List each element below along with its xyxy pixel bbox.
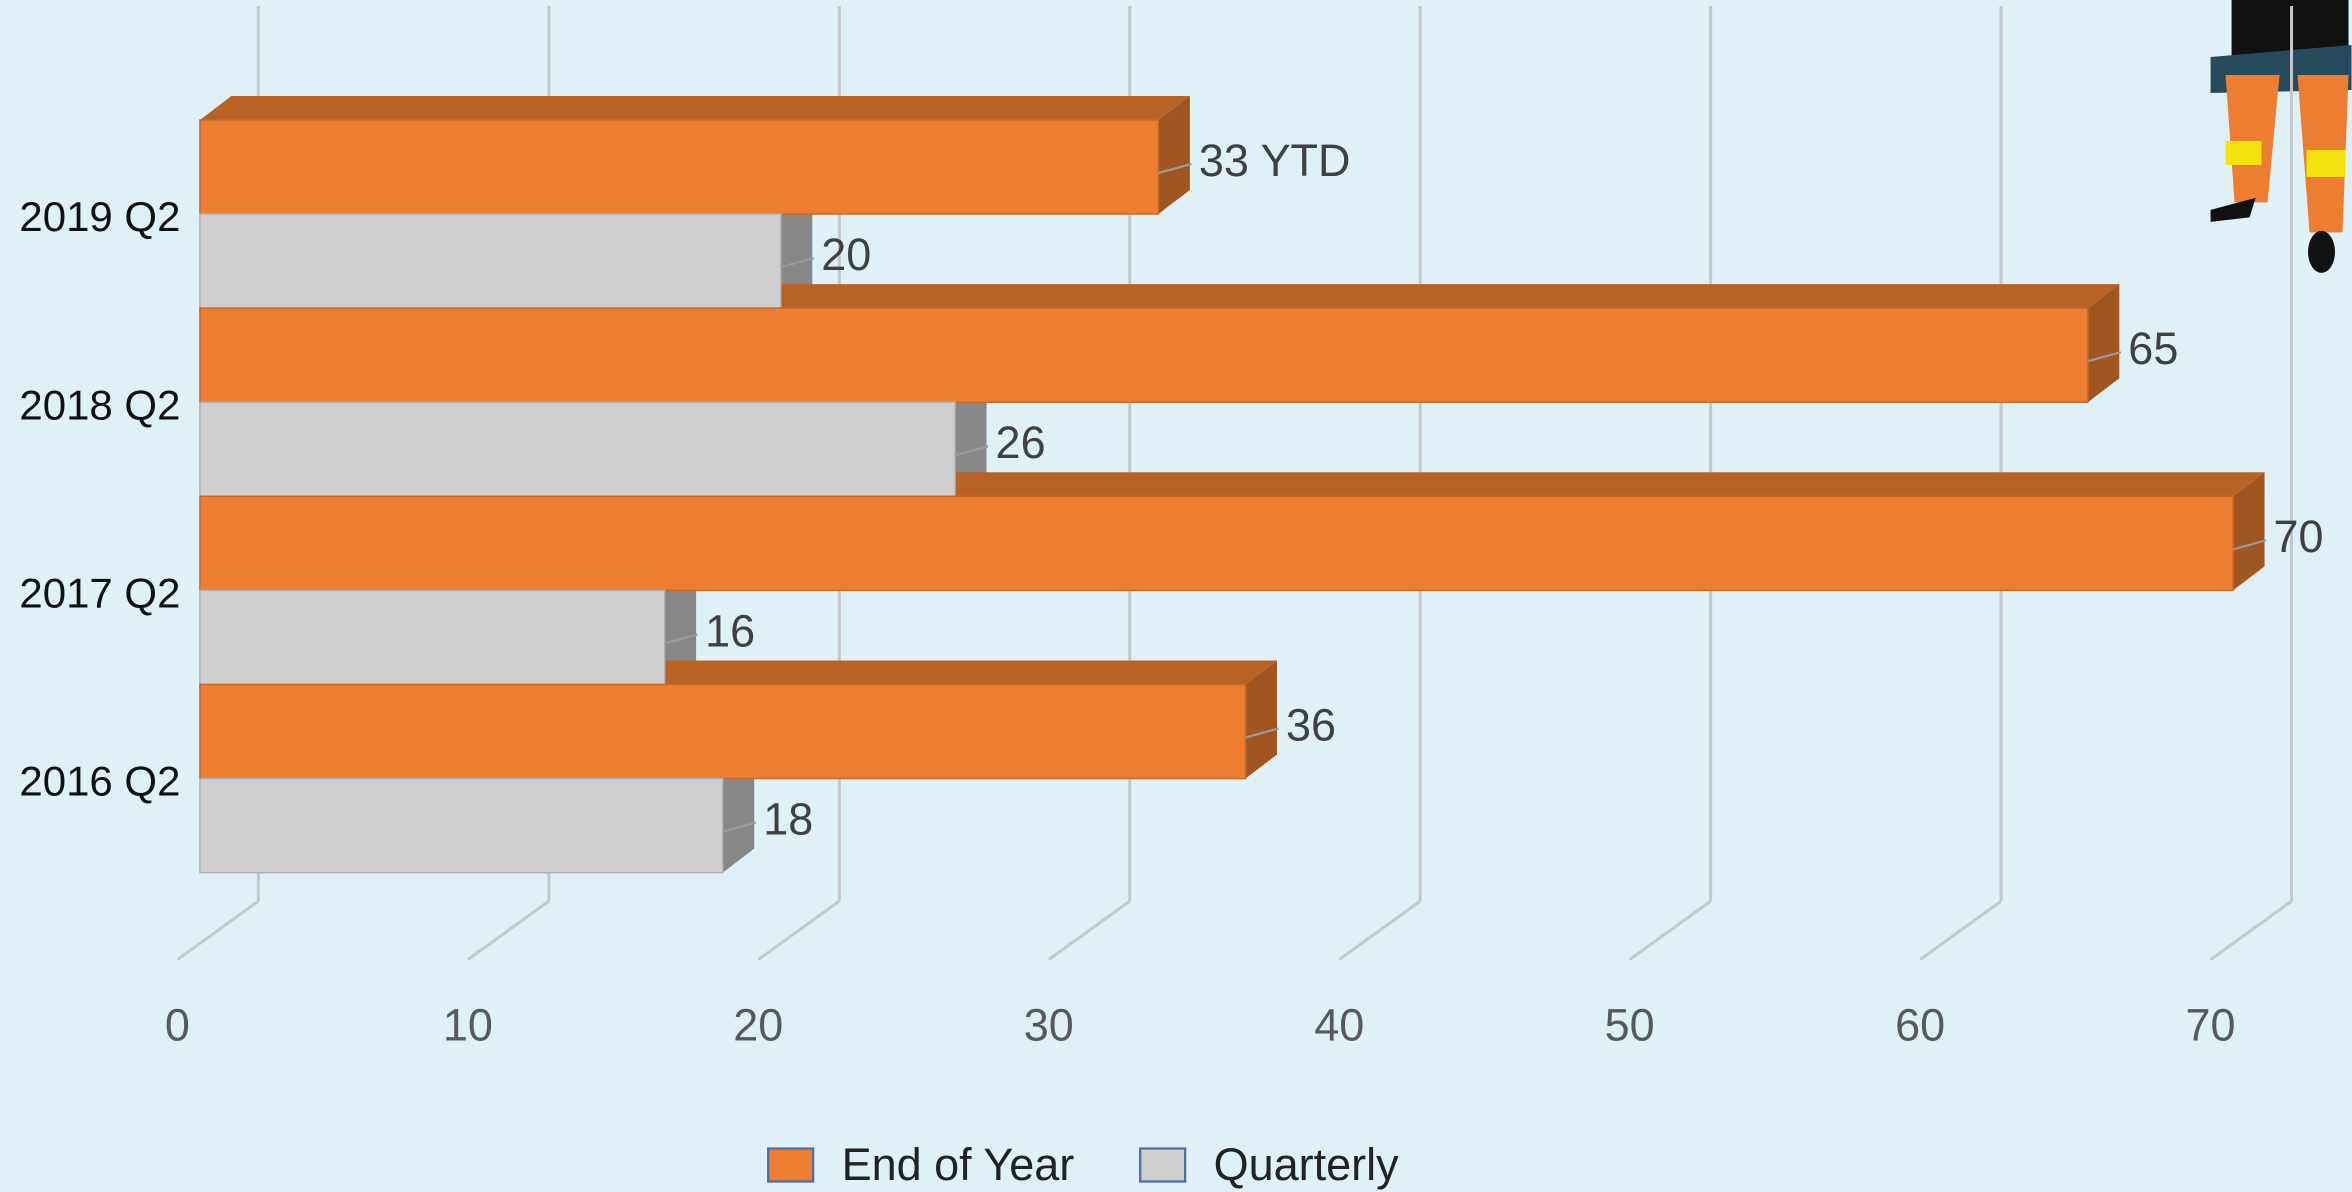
y-tick-label: 2018 Q2 xyxy=(19,381,180,428)
bar xyxy=(199,307,2089,403)
bar-top-face xyxy=(199,95,1190,120)
x-tick-label: 20 xyxy=(733,999,783,1050)
legend-label: End of Year xyxy=(842,1139,1075,1190)
x-tick-label: 0 xyxy=(165,999,190,1050)
floor-line xyxy=(1338,899,1422,961)
bar-side-face xyxy=(2087,284,2120,403)
bar-side-face xyxy=(664,566,697,685)
bar xyxy=(199,495,2234,592)
leader-line xyxy=(2087,351,2122,363)
bar-side-face xyxy=(955,378,987,497)
data-label: 18 xyxy=(763,793,813,844)
legend-label: Quarterly xyxy=(1214,1139,1399,1190)
floor-line xyxy=(2209,899,2293,961)
y-tick-label: 2019 Q2 xyxy=(19,193,180,240)
bar xyxy=(199,683,1247,780)
decoration-figure xyxy=(2210,0,2352,273)
leader-line xyxy=(722,821,757,833)
data-label: 20 xyxy=(821,229,871,280)
floor-line xyxy=(757,899,841,961)
bar-side-face xyxy=(2233,472,2265,591)
x-tick-label: 40 xyxy=(1314,999,1364,1050)
floor-line xyxy=(466,899,550,961)
floor-line xyxy=(1919,899,2002,961)
y-tick-label: 2016 Q2 xyxy=(19,758,180,805)
leader-line xyxy=(664,633,698,645)
x-tick-label: 60 xyxy=(1895,999,1945,1050)
legend-swatch xyxy=(1139,1147,1187,1183)
bar xyxy=(199,119,1160,215)
bar-side-face xyxy=(1245,660,1278,779)
data-label: 65 xyxy=(2128,323,2178,374)
bar-side-face xyxy=(780,190,813,309)
bar xyxy=(199,213,782,309)
floor-line xyxy=(1628,899,1712,961)
x-tick-label: 30 xyxy=(1024,999,1074,1050)
bar-side-face xyxy=(1158,95,1190,215)
leader-line xyxy=(954,445,989,457)
bar xyxy=(199,401,956,498)
floor-line xyxy=(176,899,260,961)
x-tick-label: 50 xyxy=(1605,999,1655,1050)
data-label: 36 xyxy=(1286,699,1336,750)
leader-line xyxy=(1245,727,1279,739)
x-tick-label: 10 xyxy=(443,999,493,1050)
legend-swatch xyxy=(767,1147,815,1183)
x-tick-label: 70 xyxy=(2186,999,2236,1050)
data-label: 70 xyxy=(2274,511,2324,562)
bar xyxy=(199,589,666,686)
bar-side-face xyxy=(722,754,755,873)
data-label: 26 xyxy=(996,417,1046,468)
bar xyxy=(199,777,724,874)
bar-front-layer: 33 YTD 20 65 26 70 16 36 18 xyxy=(199,119,2324,874)
data-label: 16 xyxy=(705,605,755,656)
leader-line xyxy=(2232,539,2267,551)
leader-line xyxy=(1158,162,1192,175)
floor-line xyxy=(1047,899,1131,961)
data-label: 33 YTD xyxy=(1199,135,1351,186)
leader-line xyxy=(780,256,815,269)
y-tick-label: 2017 Q2 xyxy=(19,569,180,616)
